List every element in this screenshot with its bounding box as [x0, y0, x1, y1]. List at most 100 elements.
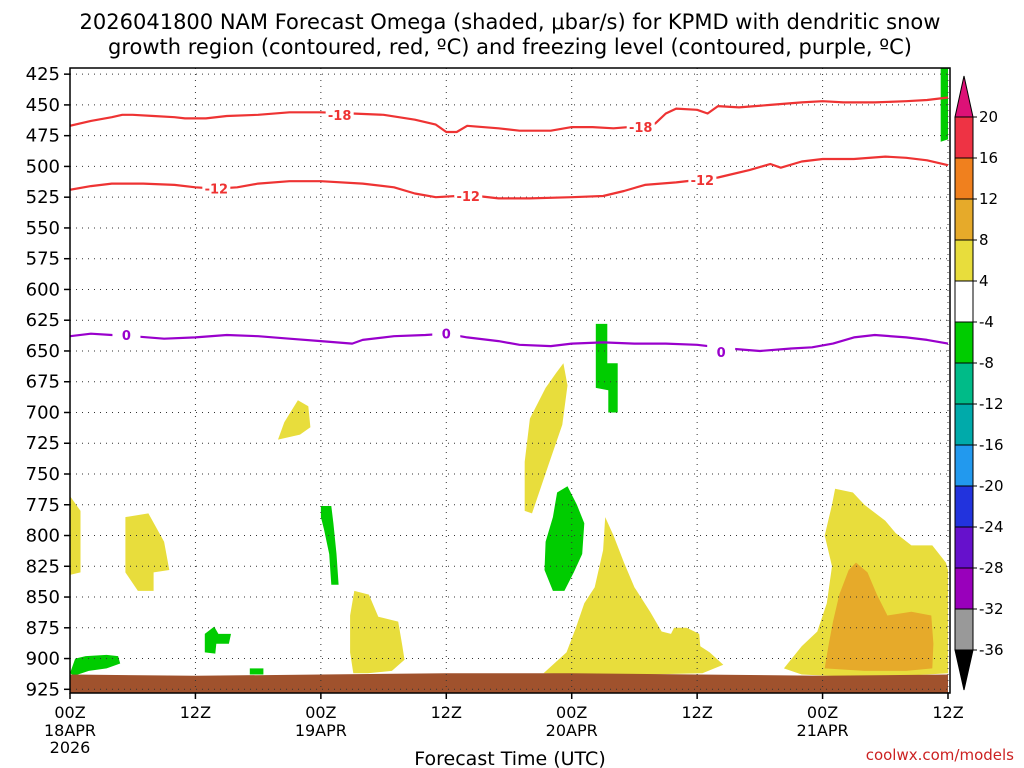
contour-label-bg: [202, 180, 231, 197]
colorbar-label-6: -8: [979, 354, 994, 372]
omega-region-yellow-0-820: [70, 496, 81, 575]
colorbar-swatch-12: [954, 608, 974, 651]
x-tick-label-24: 00Z: [305, 703, 336, 722]
y-axis: 425 450 475 500 525 550 575 600 625 650 675 700 725 7…: [26, 64, 70, 700]
x-tick-label-12: 12Z: [180, 703, 211, 722]
colorbar-swatch-5: [954, 321, 974, 364]
colorbar-bottom-arrow: [954, 649, 974, 691]
omega-region-green-45-800: [544, 486, 585, 591]
colorbar-swatch-7: [954, 403, 974, 446]
y-tick-label-825: 825: [26, 556, 60, 577]
y-tick-label-725: 725: [26, 433, 60, 454]
x-year-label-0: 2026: [50, 738, 91, 757]
colorbar-label-5: -4: [979, 313, 994, 331]
omega-region-green-84-460: [940, 68, 948, 142]
y-tick-label-775: 775: [26, 495, 60, 516]
y-tick-label-575: 575: [26, 249, 60, 270]
y-tick-label-600: 600: [26, 279, 60, 300]
colorbar-label-13: -36: [979, 641, 1004, 659]
contour-label-snow-growth-minus18-1: -18: [629, 121, 653, 136]
y-tick-label-850: 850: [26, 587, 60, 608]
x-tick-label-84: 12Z: [932, 703, 963, 722]
y-tick-label-750: 750: [26, 464, 60, 485]
colorbar-swatch-9: [954, 485, 974, 528]
omega-region-orange-76-870: [824, 562, 934, 671]
ground-layer: [70, 673, 948, 693]
y-tick-label-550: 550: [26, 218, 60, 239]
colorbar-label-0: 20: [979, 108, 998, 126]
colorbar-swatch-1: [954, 157, 974, 200]
contour-label-bg: [454, 187, 483, 204]
omega-region-green-17-912: [249, 668, 264, 675]
colorbar-swatch-2: [954, 198, 974, 241]
colorbar-swatch-8: [954, 444, 974, 487]
contour-label-bg: [112, 326, 141, 343]
colorbar-label-3: 8: [979, 231, 989, 249]
colorbar-swatch-6: [954, 362, 974, 405]
colorbar-swatch-3: [954, 239, 974, 282]
colorbar: 20 16 12 8 4 -4 -8 -12 -16 -20 -24 -28 -32 -36: [954, 75, 1004, 691]
colorbar-label-8: -16: [979, 436, 1004, 454]
plot-frame: [69, 67, 951, 694]
contour-label-bg: [688, 171, 717, 188]
contour-label-bg: [626, 119, 655, 136]
colorbar-swatch-0: [954, 116, 974, 159]
y-tick-label-475: 475: [26, 126, 60, 147]
y-tick-label-425: 425: [26, 64, 60, 85]
omega-region-yellow-20-708: [278, 400, 311, 440]
credit-link[interactable]: coolwx.com/models: [866, 746, 1014, 764]
colorbar-label-2: 12: [979, 190, 998, 208]
ground-terrain: [70, 673, 948, 693]
omega-region-yellow-43-720: [524, 363, 568, 514]
y-tick-label-925: 925: [26, 679, 60, 700]
colorbar-label-12: -32: [979, 600, 1004, 618]
y-tick-label-700: 700: [26, 402, 60, 423]
x-tick-label-72: 00Z: [807, 703, 838, 722]
y-tick-label-650: 650: [26, 341, 60, 362]
x-tick-label-60: 12Z: [681, 703, 712, 722]
contour-label-freezing-level-0-0: 0: [122, 329, 131, 344]
omega-region-green-3-905: [70, 654, 121, 676]
colorbar-label-11: -28: [979, 559, 1004, 577]
x-date-label-48: 20APR: [546, 721, 598, 740]
y-tick-label-450: 450: [26, 95, 60, 116]
omega-region-green-50-670: [595, 323, 618, 413]
y-tick-label-875: 875: [26, 618, 60, 639]
x-tick-label-48: 00Z: [556, 703, 587, 722]
y-tick-label-500: 500: [26, 156, 60, 177]
omega-region-green-13-885: [204, 626, 231, 654]
contour-snow-growth-minus18: [70, 96, 949, 134]
x-axis-title: Forecast Time (UTC): [414, 748, 605, 768]
colorbar-label-1: 16: [979, 149, 998, 167]
x-tick-label-0: 00Z: [54, 703, 85, 722]
chart-title-line1: 2026041800 NAM Forecast Omega (shaded, μ…: [80, 10, 941, 34]
contour-freezing-level-0: [70, 332, 949, 353]
contour-labels: -18 -18 -12 -12 -12 0 0 0: [112, 106, 736, 361]
contour-label-snow-growth-minus18-0: -18: [328, 109, 352, 124]
omega-region-yellow-5-810: [125, 513, 170, 591]
x-tick-label-36: 12Z: [431, 703, 462, 722]
colorbar-label-4: 4: [979, 272, 989, 290]
y-tick-label-525: 525: [26, 187, 60, 208]
omega-region-green-24-800: [320, 506, 339, 585]
colorbar-label-9: -20: [979, 477, 1004, 495]
y-tick-label-900: 900: [26, 649, 60, 670]
colorbar-swatch-11: [954, 567, 974, 610]
x-date-label-24: 19APR: [295, 721, 347, 740]
colorbar-label-7: -12: [979, 395, 1004, 413]
contour-label-freezing-level-0-1: 0: [442, 328, 451, 343]
colorbar-swatch-10: [954, 526, 974, 569]
y-tick-label-625: 625: [26, 310, 60, 331]
contour-label-bg: [707, 344, 736, 361]
contour-label-bg: [325, 106, 354, 123]
contour-label-snow-growth-minus12-2: -12: [691, 174, 715, 189]
contour-label-snow-growth-minus12-0: -12: [205, 183, 229, 198]
chart-title-line2: growth region (contoured, red, ºC) and f…: [108, 35, 912, 59]
contour-label-freezing-level-0-2: 0: [717, 346, 726, 361]
x-date-label-72: 21APR: [797, 721, 849, 740]
omega-region-yellow-47-875: [543, 517, 724, 675]
grid-lines: [69, 68, 949, 693]
contour-label-bg: [432, 325, 461, 342]
